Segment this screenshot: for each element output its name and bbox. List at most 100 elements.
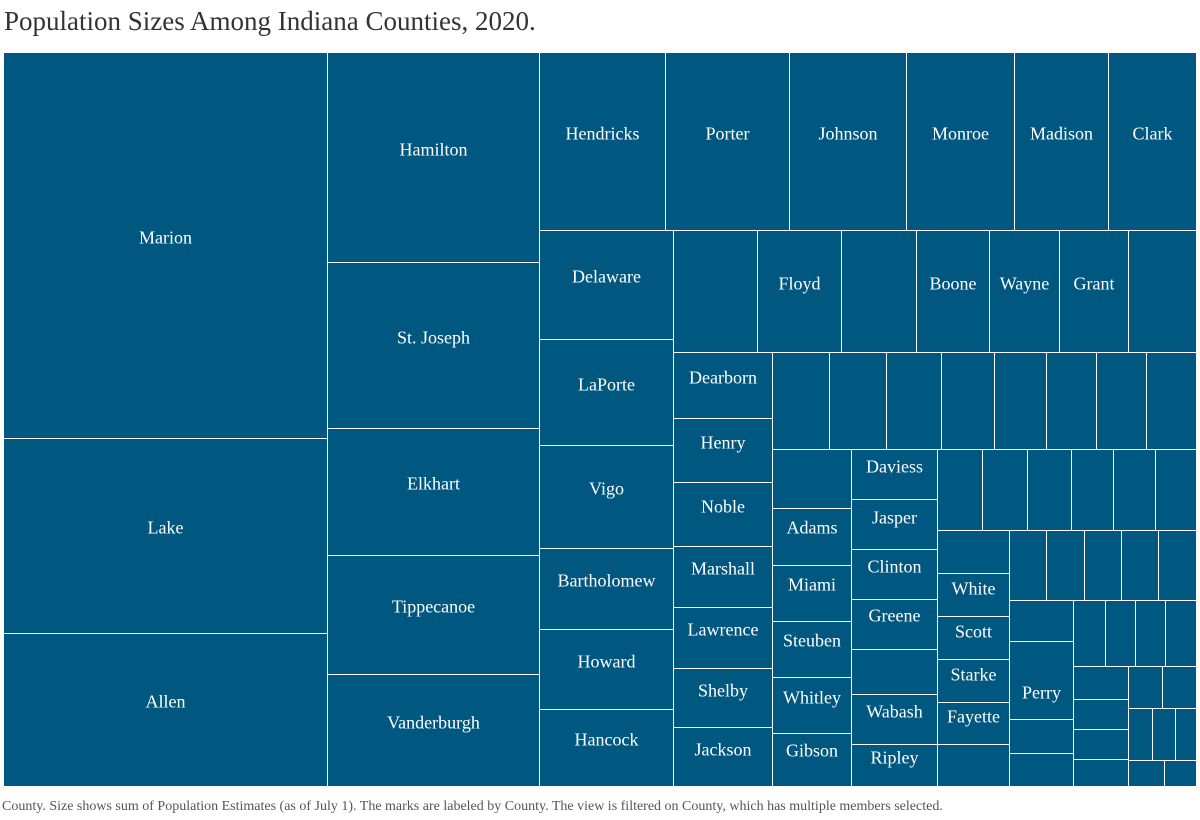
- treemap-cell-unlabeled[interactable]: [1153, 709, 1176, 761]
- treemap-cell-st-joseph[interactable]: St. Joseph: [328, 263, 540, 429]
- treemap-cell-unlabeled[interactable]: [1159, 531, 1197, 601]
- treemap-cell-unlabeled[interactable]: [852, 650, 938, 695]
- county-label: Allen: [145, 691, 186, 712]
- treemap-cell-dearborn[interactable]: Dearborn: [674, 353, 773, 419]
- county-label: Miami: [788, 574, 836, 595]
- treemap-cell-unlabeled[interactable]: [1129, 709, 1153, 761]
- treemap-cell-unlabeled[interactable]: [1129, 667, 1163, 709]
- treemap-cell-delaware[interactable]: Delaware: [540, 231, 674, 340]
- treemap-cell-porter[interactable]: Porter: [666, 53, 790, 231]
- treemap-cell-miami[interactable]: Miami: [773, 566, 852, 622]
- treemap-cell-marshall[interactable]: Marshall: [674, 547, 773, 608]
- treemap-cell-howard[interactable]: Howard: [540, 630, 674, 710]
- treemap-cell-unlabeled[interactable]: [1010, 754, 1074, 787]
- treemap-cell-allen[interactable]: Allen: [4, 634, 328, 787]
- treemap-cell-unlabeled[interactable]: [674, 231, 758, 353]
- treemap-cell-unlabeled[interactable]: [938, 531, 1010, 574]
- treemap-cell-daviess[interactable]: Daviess: [852, 450, 938, 500]
- treemap-cell-unlabeled[interactable]: [1074, 700, 1129, 730]
- treemap-cell-white[interactable]: White: [938, 574, 1010, 617]
- treemap-cell-hancock[interactable]: Hancock: [540, 710, 674, 787]
- treemap-cell-tippecanoe[interactable]: Tippecanoe: [328, 556, 540, 675]
- treemap-cell-wabash[interactable]: Wabash: [852, 695, 938, 745]
- treemap-cell-wayne[interactable]: Wayne: [990, 231, 1060, 353]
- treemap-cell-gibson[interactable]: Gibson: [773, 734, 852, 787]
- county-label: Vigo: [589, 478, 624, 499]
- treemap-cell-perry[interactable]: Perry: [1010, 642, 1074, 720]
- treemap-cell-marion[interactable]: Marion: [4, 53, 328, 439]
- treemap-cell-laporte[interactable]: LaPorte: [540, 340, 674, 446]
- treemap-cell-unlabeled[interactable]: [995, 353, 1047, 450]
- treemap-cell-monroe[interactable]: Monroe: [907, 53, 1015, 231]
- treemap-cell-unlabeled[interactable]: [1047, 353, 1097, 450]
- treemap-cell-steuben[interactable]: Steuben: [773, 622, 852, 678]
- county-label: Starke: [950, 664, 997, 685]
- treemap-cell-unlabeled[interactable]: [773, 353, 830, 450]
- county-label: Lake: [147, 517, 184, 538]
- treemap-cell-johnson[interactable]: Johnson: [790, 53, 907, 231]
- treemap-cell-lawrence[interactable]: Lawrence: [674, 608, 773, 669]
- treemap-cell-unlabeled[interactable]: [1129, 761, 1165, 787]
- treemap-cell-unlabeled[interactable]: [1165, 761, 1197, 787]
- county-label: Shelby: [697, 680, 748, 701]
- treemap-cell-unlabeled[interactable]: [1072, 450, 1114, 531]
- treemap-cell-unlabeled[interactable]: [983, 450, 1028, 531]
- treemap-cell-floyd[interactable]: Floyd: [758, 231, 842, 353]
- treemap-cell-unlabeled[interactable]: [938, 450, 983, 531]
- treemap-cell-shelby[interactable]: Shelby: [674, 669, 773, 728]
- treemap-cell-unlabeled[interactable]: [1129, 231, 1197, 353]
- treemap-cell-unlabeled[interactable]: [1163, 667, 1197, 709]
- treemap-cell-unlabeled[interactable]: [1147, 353, 1197, 450]
- treemap-cell-unlabeled[interactable]: [942, 353, 995, 450]
- treemap-cell-unlabeled[interactable]: [1074, 760, 1129, 787]
- treemap-cell-unlabeled[interactable]: [842, 231, 917, 353]
- treemap-cell-grant[interactable]: Grant: [1060, 231, 1129, 353]
- treemap-cell-unlabeled[interactable]: [1047, 531, 1085, 601]
- treemap-cell-unlabeled[interactable]: [1106, 601, 1136, 667]
- treemap-cell-unlabeled[interactable]: [1074, 667, 1129, 700]
- treemap-cell-unlabeled[interactable]: [1114, 450, 1156, 531]
- treemap-cell-unlabeled[interactable]: [1010, 601, 1074, 642]
- treemap-cell-vigo[interactable]: Vigo: [540, 446, 674, 549]
- treemap-cell-whitley[interactable]: Whitley: [773, 678, 852, 734]
- treemap-cell-unlabeled[interactable]: [1010, 531, 1047, 601]
- treemap-cell-unlabeled[interactable]: [1097, 353, 1147, 450]
- treemap-cell-vanderburgh[interactable]: Vanderburgh: [328, 675, 540, 787]
- treemap-cell-unlabeled[interactable]: [773, 450, 852, 509]
- treemap-cell-unlabeled[interactable]: [938, 745, 1010, 787]
- county-label: Noble: [701, 496, 745, 517]
- treemap-cell-unlabeled[interactable]: [1028, 450, 1072, 531]
- treemap-cell-ripley[interactable]: Ripley: [852, 745, 938, 787]
- treemap-cell-hendricks[interactable]: Hendricks: [540, 53, 666, 231]
- treemap-cell-adams[interactable]: Adams: [773, 509, 852, 566]
- treemap-cell-unlabeled[interactable]: [887, 353, 942, 450]
- treemap-cell-unlabeled[interactable]: [1085, 531, 1122, 601]
- treemap-cell-unlabeled[interactable]: [1074, 601, 1106, 667]
- treemap-cell-greene[interactable]: Greene: [852, 600, 938, 650]
- treemap-cell-unlabeled[interactable]: [1176, 709, 1197, 761]
- treemap-cell-noble[interactable]: Noble: [674, 483, 773, 547]
- county-label: Ripley: [870, 747, 919, 768]
- treemap-cell-unlabeled[interactable]: [1074, 730, 1129, 760]
- treemap-cell-henry[interactable]: Henry: [674, 419, 773, 483]
- treemap-cell-unlabeled[interactable]: [1122, 531, 1159, 601]
- treemap-cell-unlabeled[interactable]: [1166, 601, 1197, 667]
- treemap-cell-jasper[interactable]: Jasper: [852, 500, 938, 550]
- treemap-cell-unlabeled[interactable]: [1010, 720, 1074, 754]
- treemap-cell-madison[interactable]: Madison: [1015, 53, 1109, 231]
- treemap-cell-boone[interactable]: Boone: [917, 231, 990, 353]
- treemap-cell-unlabeled[interactable]: [1136, 601, 1166, 667]
- treemap-cell-lake[interactable]: Lake: [4, 439, 328, 634]
- treemap-cell-jackson[interactable]: Jackson: [674, 728, 773, 787]
- treemap-cell-clinton[interactable]: Clinton: [852, 550, 938, 600]
- treemap-cell-hamilton[interactable]: Hamilton: [328, 53, 540, 263]
- treemap-cell-elkhart[interactable]: Elkhart: [328, 429, 540, 556]
- treemap-cell-unlabeled[interactable]: [1156, 450, 1197, 531]
- chart-title: Population Sizes Among Indiana Counties,…: [4, 6, 536, 36]
- treemap-cell-scott[interactable]: Scott: [938, 617, 1010, 660]
- treemap-cell-starke[interactable]: Starke: [938, 660, 1010, 703]
- treemap-cell-unlabeled[interactable]: [830, 353, 887, 450]
- treemap-cell-clark[interactable]: Clark: [1109, 53, 1197, 231]
- treemap-cell-fayette[interactable]: Fayette: [938, 703, 1010, 745]
- treemap-cell-bartholomew[interactable]: Bartholomew: [540, 549, 674, 630]
